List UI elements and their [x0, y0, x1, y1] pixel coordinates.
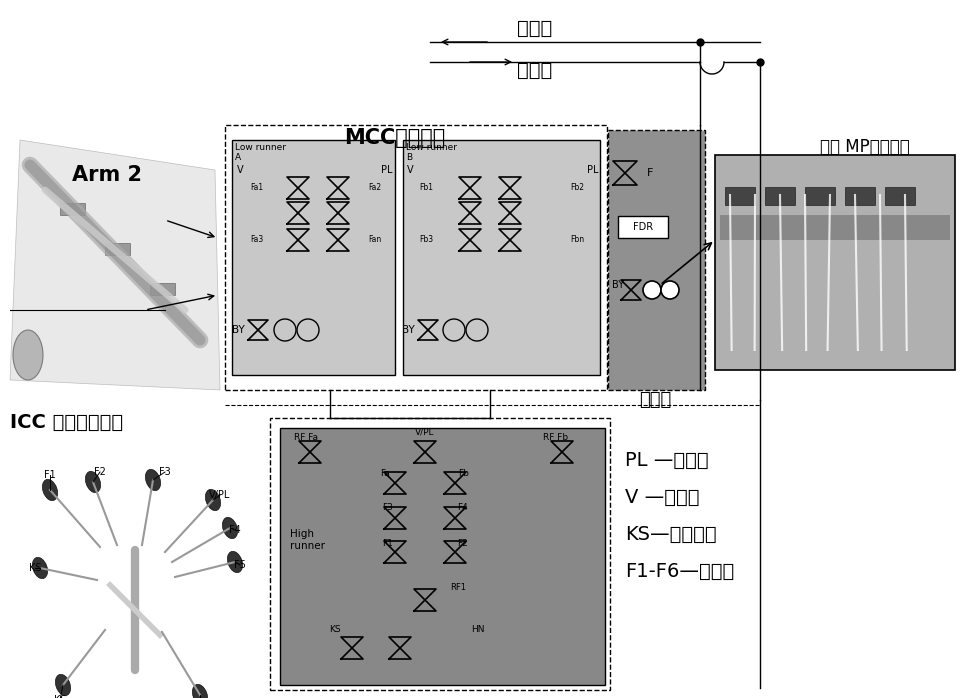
Text: Fa3: Fa3: [250, 235, 264, 244]
Bar: [805, 187, 835, 205]
Text: F5: F5: [234, 560, 246, 570]
Bar: [715, 155, 955, 370]
Text: Low runner: Low runner: [406, 143, 457, 152]
Text: High
runner: High runner: [290, 529, 325, 551]
Text: V: V: [236, 165, 243, 175]
Text: Fbn: Fbn: [570, 235, 584, 244]
Text: Fa1: Fa1: [250, 184, 264, 193]
Ellipse shape: [32, 558, 48, 579]
Bar: [150, 283, 175, 295]
Ellipse shape: [55, 674, 71, 696]
Text: Fb: Fb: [458, 470, 469, 479]
Text: BY: BY: [233, 325, 245, 335]
Text: F3: F3: [160, 467, 171, 477]
Bar: [725, 187, 755, 205]
Ellipse shape: [13, 330, 43, 380]
Ellipse shape: [193, 685, 207, 698]
Text: Fb1: Fb1: [419, 184, 433, 193]
Bar: [232, 140, 395, 375]
Text: Low runner: Low runner: [235, 143, 286, 152]
Bar: [225, 125, 607, 390]
Circle shape: [661, 281, 679, 299]
Bar: [765, 187, 795, 205]
Ellipse shape: [145, 469, 161, 491]
Text: MCC（可选）: MCC（可选）: [344, 128, 446, 148]
Text: F3: F3: [382, 503, 393, 512]
Text: F1: F1: [44, 470, 55, 480]
Ellipse shape: [86, 471, 100, 493]
Text: BY: BY: [612, 280, 624, 290]
Text: Fan: Fan: [369, 235, 381, 244]
Polygon shape: [10, 140, 220, 390]
Text: ICC 内部阀组布置: ICC 内部阀组布置: [10, 413, 124, 432]
Text: RF Fa: RF Fa: [294, 433, 318, 443]
Text: F1-F6—涂料阀: F1-F6—涂料阀: [625, 561, 735, 581]
Text: FDR: FDR: [633, 222, 653, 232]
Text: Fa: Fa: [380, 470, 390, 479]
Text: KS: KS: [29, 563, 41, 573]
Text: KS: KS: [54, 695, 66, 698]
Text: HN: HN: [471, 625, 485, 634]
Text: Arm 2: Arm 2: [72, 165, 142, 185]
Bar: [403, 140, 600, 375]
Text: Fa2: Fa2: [369, 184, 381, 193]
Text: 进漆口: 进漆口: [518, 19, 553, 38]
Text: PL: PL: [588, 165, 598, 175]
Text: PL: PL: [381, 165, 393, 175]
Text: 返漆口: 返漆口: [518, 61, 553, 80]
Text: V —溶剂阀: V —溶剂阀: [625, 487, 700, 507]
Text: RF1: RF1: [450, 583, 466, 591]
Text: 齿轮泵: 齿轮泵: [639, 391, 671, 409]
Bar: [885, 187, 915, 205]
Ellipse shape: [205, 489, 221, 511]
Text: F4: F4: [456, 503, 467, 512]
Text: Fb3: Fb3: [419, 235, 433, 244]
Text: A: A: [235, 153, 241, 162]
Text: B: B: [406, 153, 413, 162]
Text: V: V: [407, 165, 414, 175]
Bar: [280, 428, 605, 685]
Ellipse shape: [223, 517, 237, 539]
Text: 线边 MP控制柜内: 线边 MP控制柜内: [820, 138, 910, 156]
Text: Fb2: Fb2: [570, 184, 584, 193]
Text: V/PL: V/PL: [415, 427, 435, 436]
Text: KS: KS: [329, 625, 341, 634]
Text: F: F: [647, 168, 654, 178]
Circle shape: [643, 281, 661, 299]
Text: KS—短清洗阀: KS—短清洗阀: [625, 524, 717, 544]
Text: V/PL: V/PL: [209, 490, 231, 500]
Bar: [270, 418, 610, 690]
Bar: [720, 215, 950, 240]
Text: F2: F2: [94, 467, 106, 477]
Bar: [608, 130, 705, 390]
Text: F2: F2: [456, 538, 467, 547]
Text: RF Fb: RF Fb: [543, 433, 568, 443]
Bar: [105, 243, 130, 255]
Text: PL —空气阀: PL —空气阀: [625, 450, 708, 470]
Text: F4: F4: [229, 525, 241, 535]
Text: BY: BY: [402, 325, 415, 335]
Bar: [60, 203, 85, 215]
Ellipse shape: [43, 480, 57, 500]
Text: F1: F1: [382, 538, 393, 547]
Bar: [618, 216, 668, 238]
Ellipse shape: [228, 551, 242, 572]
Bar: [845, 187, 875, 205]
